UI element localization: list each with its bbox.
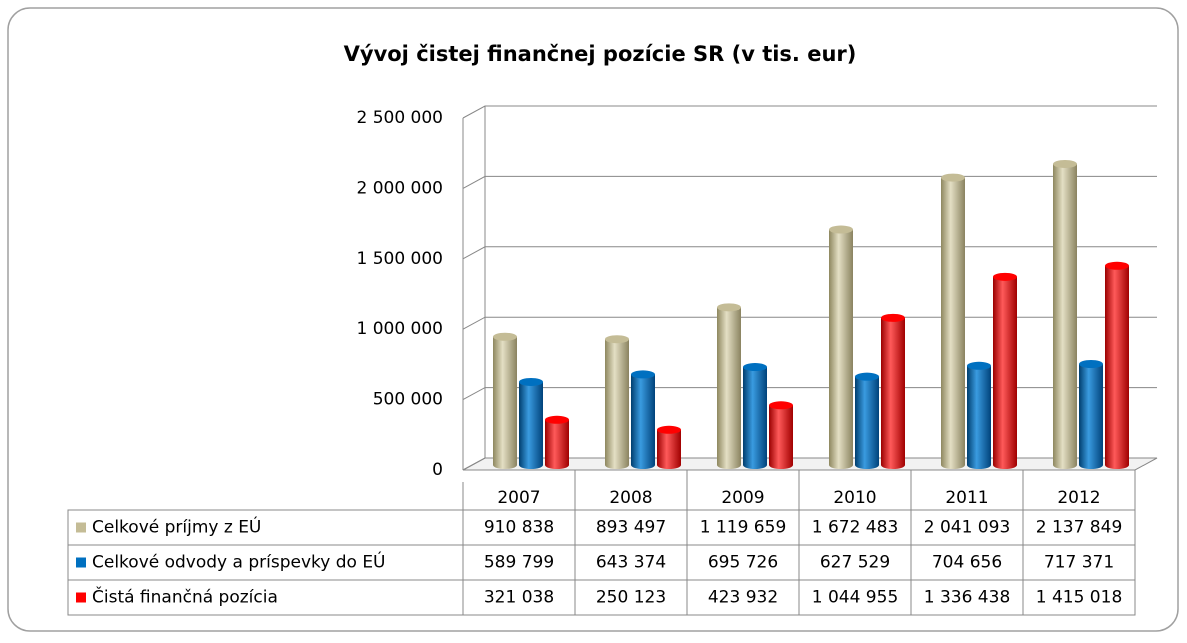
bar [717,307,741,469]
x-tick-label: 2007 [497,488,540,508]
table-value: 423 932 [708,588,778,608]
bar [605,339,629,469]
table-value: 1 672 483 [812,518,899,538]
table-value: 2 137 849 [1036,518,1123,538]
table-value: 1 044 955 [812,588,899,608]
x-tick-label: 2011 [945,488,988,508]
bar-top [717,303,741,312]
y-tick-label: 0 [432,460,443,480]
table-value: 717 371 [1044,553,1114,573]
bar-top [545,415,569,424]
table-value: 893 497 [596,518,666,538]
bar-top [855,372,879,381]
x-tick-label: 2008 [609,488,652,508]
bar-top [941,173,965,182]
legend-label: Celkové príjmy z EÚ [92,516,261,538]
bar [1053,163,1077,470]
bar-top [829,225,853,234]
y-tick-label: 1 500 000 [356,249,443,269]
legend-key [76,522,86,533]
table-value: 589 799 [484,553,554,573]
grid-line [462,246,1157,260]
bar [631,374,655,469]
bar-top [631,370,655,379]
legend-label: Celkové odvody a príspevky do EÚ [92,551,386,573]
bar-top [519,377,543,386]
table-value: 627 529 [820,553,890,573]
bar [967,365,991,469]
bar [941,177,965,469]
chart-frame [7,7,1179,632]
grid-line [462,387,1157,401]
bar [829,229,853,469]
table-value: 1 119 659 [700,518,787,538]
legend-key [76,557,86,568]
x-tick-label: 2009 [721,488,764,508]
grid-line [462,316,1157,330]
y-tick-label: 1 000 000 [356,319,443,339]
y-tick-label: 2 500 000 [356,108,443,128]
table-value: 643 374 [596,553,666,573]
legend-label: Čistá finančná pozícia [92,586,278,608]
bar-top [605,335,629,344]
table-value: 695 726 [708,553,778,573]
bar [1079,363,1103,469]
table-value: 250 123 [596,588,666,608]
table-value: 704 656 [932,553,1002,573]
bar-top [1079,359,1103,368]
bar [493,336,517,469]
table-value: 1 336 438 [924,588,1011,608]
bar [881,317,905,469]
bar-top [1105,261,1129,270]
grid-line [462,105,1157,119]
bar-top [769,401,793,410]
bar-top [493,332,517,341]
bar [657,429,681,469]
bar-top [1053,159,1077,168]
bar [519,381,543,469]
bar [1105,265,1129,469]
bar [769,405,793,469]
grid-line [462,457,1157,471]
y-tick-label: 500 000 [373,390,443,410]
bar [545,419,569,469]
grid-line [462,175,1157,189]
legend-key [76,592,86,603]
table-value: 321 038 [484,588,554,608]
x-tick-label: 2012 [1057,488,1100,508]
bar-top [993,272,1017,281]
bar-top [967,361,991,370]
table-value: 2 041 093 [924,518,1011,538]
table-value: 910 838 [484,518,554,538]
chart-title: Vývoj čistej finančnej pozície SR (v tis… [344,42,857,66]
bar-top [657,425,681,434]
bar-top [743,363,767,372]
bar-top [881,313,905,322]
bar [993,276,1017,469]
table-value: 1 415 018 [1036,588,1123,608]
y-tick-label: 2 000 000 [356,178,443,198]
bar [743,367,767,469]
bar [855,376,879,469]
x-tick-label: 2010 [833,488,876,508]
